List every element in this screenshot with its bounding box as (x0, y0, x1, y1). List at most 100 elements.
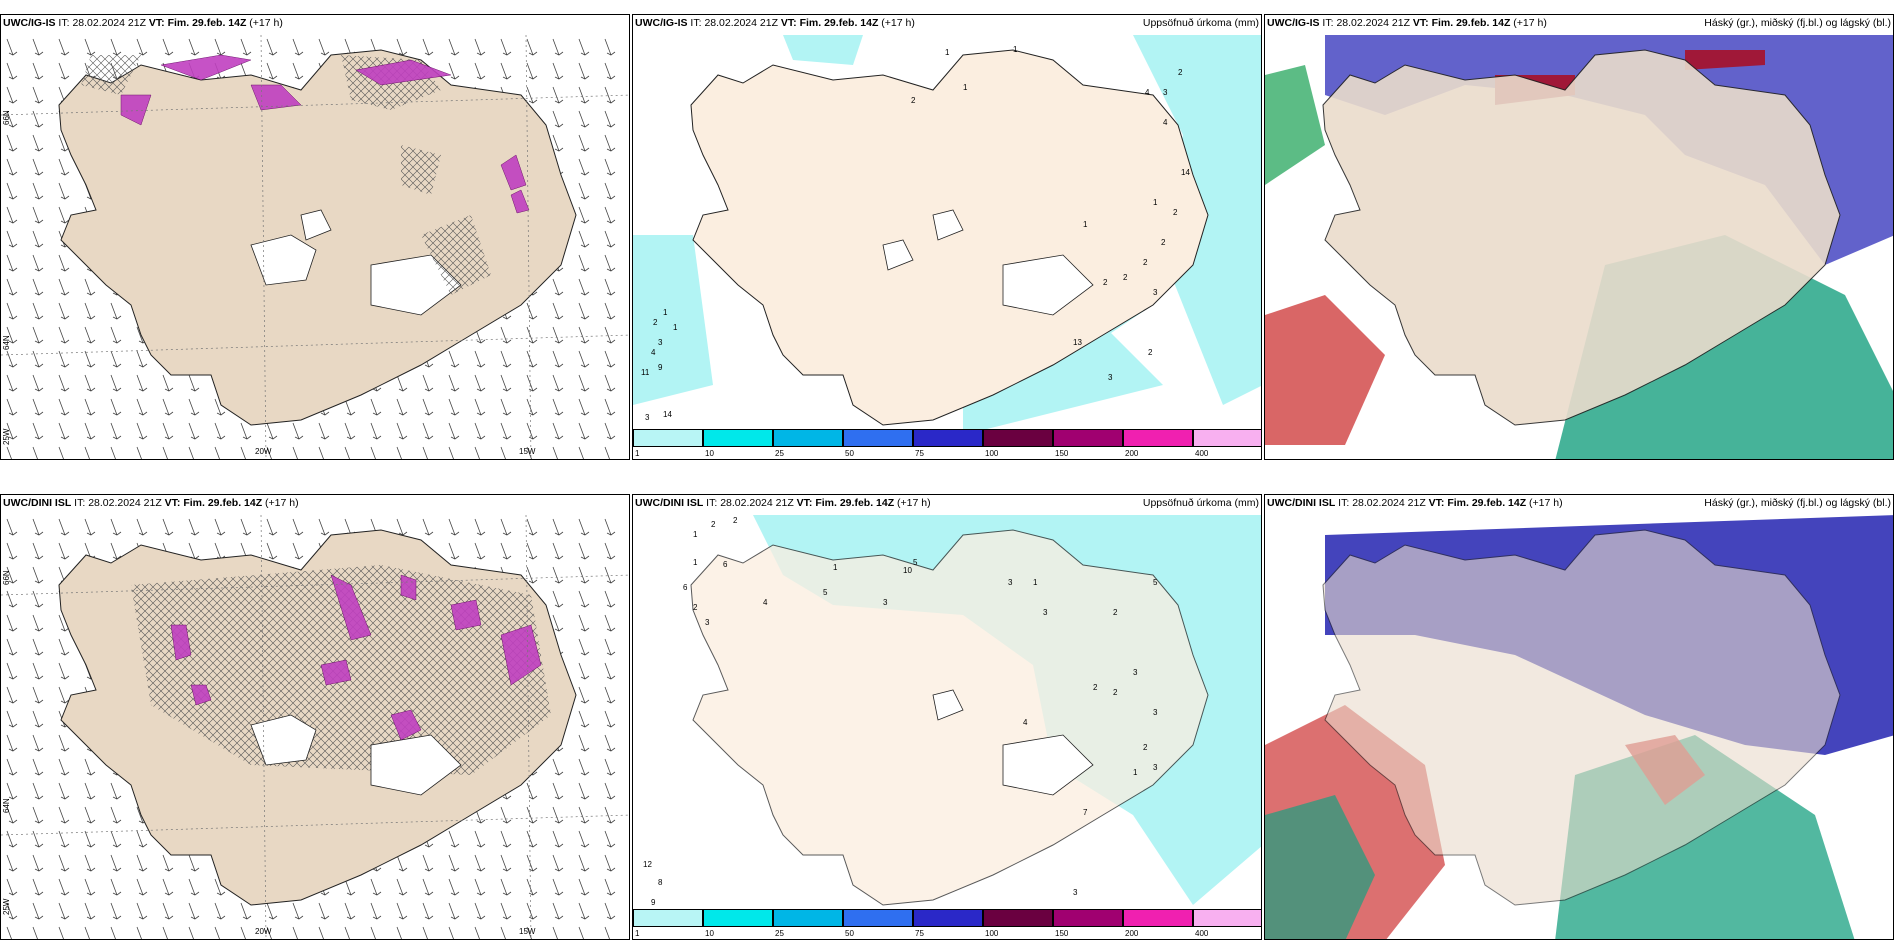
svg-text:3: 3 (658, 338, 663, 347)
lat-label-66: 66N (2, 110, 11, 125)
svg-text:1: 1 (1013, 45, 1018, 54)
colorbar-tick: 50 (845, 449, 854, 458)
svg-text:2: 2 (911, 96, 916, 105)
colorbar: 1 10 25 50 75 100 150 200 400 (633, 909, 1261, 939)
lat-label-62: 25W (2, 898, 11, 915)
svg-text:1: 1 (963, 83, 968, 92)
colorbar-swatch (1053, 429, 1123, 447)
svg-text:1: 1 (663, 308, 668, 317)
svg-text:1: 1 (1083, 220, 1088, 229)
svg-text:3: 3 (1163, 88, 1168, 97)
svg-text:14: 14 (663, 410, 672, 419)
panel-title-right: Háský (gr.), miðský (fj.bl.) og lágský (… (1704, 17, 1891, 29)
svg-text:1: 1 (833, 563, 838, 572)
svg-text:3: 3 (645, 413, 650, 422)
colorbar-swatch (633, 909, 703, 927)
panel-wind-igis: UWC/IG-IS IT: 28.02.2024 21Z VT: Fim. 29… (0, 14, 630, 460)
panel-header: UWC/IG-IS IT: 28.02.2024 21Z VT: Fim. 29… (635, 17, 1259, 29)
colorbar-tick: 75 (915, 449, 924, 458)
colorbar-swatch (633, 429, 703, 447)
cloud-map (1265, 515, 1893, 939)
svg-text:2: 2 (693, 603, 698, 612)
panel-header: UWC/DINI ISL IT: 28.02.2024 21Z VT: Fim.… (1267, 497, 1891, 509)
svg-text:1: 1 (1033, 578, 1038, 587)
svg-text:3: 3 (1043, 608, 1048, 617)
svg-text:2: 2 (1093, 683, 1098, 692)
svg-text:3: 3 (1133, 668, 1138, 677)
colorbar-swatch (703, 429, 773, 447)
svg-text:10: 10 (903, 566, 912, 575)
panel-header: UWC/IG-IS IT: 28.02.2024 21Z VT: Fim. 29… (1267, 17, 1891, 29)
svg-text:2: 2 (1123, 273, 1128, 282)
lon-label-15w: 15W (519, 447, 536, 456)
wind-map (1, 35, 629, 459)
lon-label-20w: 20W (255, 927, 272, 936)
colorbar-swatch (913, 429, 983, 447)
colorbar-tick: 25 (775, 929, 784, 938)
colorbar-tick: 400 (1195, 929, 1209, 938)
svg-text:8: 8 (658, 878, 663, 887)
colorbar-tick: 10 (705, 449, 714, 458)
svg-text:4: 4 (1145, 88, 1150, 97)
svg-text:2: 2 (711, 520, 716, 529)
svg-text:9: 9 (658, 363, 663, 372)
svg-text:4: 4 (1023, 718, 1028, 727)
panel-precip-igis: UWC/IG-IS IT: 28.02.2024 21Z VT: Fim. 29… (632, 14, 1262, 460)
panel-header: UWC/IG-IS IT: 28.02.2024 21Z VT: Fim. 29… (3, 17, 283, 29)
lon-label-15w: 15W (519, 927, 536, 936)
panel-title-right: Uppsöfnuð úrkoma (mm) (1142, 17, 1259, 29)
colorbar-tick: 50 (845, 929, 854, 938)
colorbar-swatch (703, 909, 773, 927)
svg-text:3: 3 (1153, 288, 1158, 297)
lon-label-20w: 20W (255, 447, 272, 456)
svg-text:6: 6 (683, 583, 688, 592)
colorbar: 1 10 25 50 75 100 150 200 400 (633, 429, 1261, 459)
lat-label-66: 66N (2, 570, 11, 585)
svg-text:1: 1 (693, 558, 698, 567)
colorbar-swatch (843, 909, 913, 927)
panel-precip-dini: UWC/DINI ISL IT: 28.02.2024 21Z VT: Fim.… (632, 494, 1262, 940)
svg-text:3: 3 (1153, 763, 1158, 772)
colorbar-tick: 10 (705, 929, 714, 938)
svg-text:1: 1 (693, 530, 698, 539)
colorbar-tick: 25 (775, 449, 784, 458)
svg-text:9: 9 (651, 898, 656, 907)
colorbar-swatch (1123, 909, 1193, 927)
panel-wind-dini: UWC/DINI ISL IT: 28.02.2024 21Z VT: Fim.… (0, 494, 630, 940)
colorbar-tick: 100 (985, 449, 999, 458)
colorbar-swatch (773, 429, 843, 447)
svg-text:2: 2 (1173, 208, 1178, 217)
svg-text:2: 2 (733, 516, 738, 525)
lat-label-62: 25W (2, 428, 11, 445)
svg-text:11: 11 (641, 368, 650, 377)
colorbar-tick: 200 (1125, 929, 1139, 938)
colorbar-tick: 200 (1125, 449, 1139, 458)
colorbar-tick: 150 (1055, 449, 1069, 458)
colorbar-swatch (1123, 429, 1193, 447)
colorbar-swatch (773, 909, 843, 927)
svg-text:5: 5 (913, 558, 918, 567)
svg-text:5: 5 (1153, 578, 1158, 587)
svg-text:2: 2 (1143, 743, 1148, 752)
lat-label-64: 64N (2, 335, 11, 350)
colorbar-swatch (1193, 909, 1261, 927)
svg-text:13: 13 (1073, 338, 1082, 347)
panel-clouds-dini: UWC/DINI ISL IT: 28.02.2024 21Z VT: Fim.… (1264, 494, 1894, 940)
colorbar-tick: 150 (1055, 929, 1069, 938)
svg-text:2: 2 (1178, 68, 1183, 77)
colorbar-swatch (1193, 429, 1261, 447)
svg-text:3: 3 (1108, 373, 1113, 382)
colorbar-tick: 1 (635, 929, 640, 938)
svg-text:2: 2 (1113, 688, 1118, 697)
lat-label-64: 64N (2, 798, 11, 813)
svg-text:3: 3 (883, 598, 888, 607)
colorbar-tick: 75 (915, 929, 924, 938)
colorbar-tick: 400 (1195, 449, 1209, 458)
svg-text:3: 3 (1008, 578, 1013, 587)
svg-text:2: 2 (1161, 238, 1166, 247)
colorbar-swatch (983, 429, 1053, 447)
svg-text:2: 2 (1113, 608, 1118, 617)
